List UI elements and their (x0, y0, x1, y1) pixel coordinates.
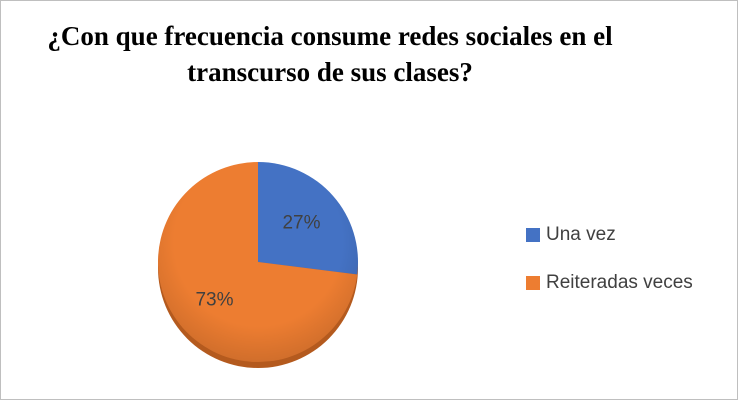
legend-label: Una vez (546, 224, 616, 245)
legend-swatch (526, 276, 540, 290)
legend-swatch (526, 228, 540, 242)
pie-shade (158, 162, 358, 362)
legend-label: Reiteradas veces (546, 272, 693, 293)
chart-title: ¿Con que frecuencia consume redes social… (47, 21, 613, 87)
